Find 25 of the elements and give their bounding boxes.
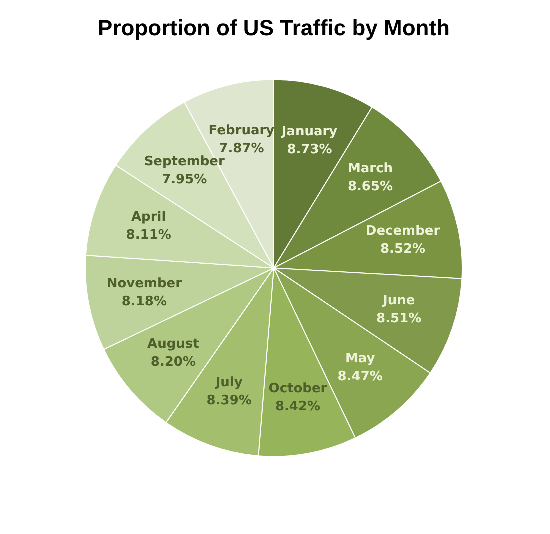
data-label: 8.52% (380, 242, 426, 257)
data-label: 8.47% (338, 369, 383, 384)
slice-label: September (144, 154, 226, 170)
data-label: 8.20% (150, 355, 196, 370)
data-label: 8.39% (206, 394, 252, 409)
slice-label: October (268, 381, 328, 396)
data-label: 8.11% (126, 228, 172, 243)
data-label: 7.95% (162, 172, 208, 188)
data-label: 8.73% (287, 142, 332, 158)
data-label: 8.51% (376, 312, 422, 327)
data-label: 7.87% (219, 142, 264, 157)
slice-label: July (214, 376, 244, 391)
slice-label: November (106, 276, 183, 292)
data-label: 8.65% (348, 180, 394, 195)
slice-label: June (382, 294, 416, 309)
slice-label: December (366, 224, 441, 239)
slice-label: August (148, 337, 200, 352)
slice-label: March (348, 162, 394, 177)
data-label: 8.18% (122, 294, 167, 310)
slice-label: February (208, 124, 276, 139)
slice-label: April (131, 210, 166, 225)
chart-title: Proportion of US Traffic by Month (98, 15, 450, 40)
slice-label: January (280, 124, 338, 140)
data-label: 8.42% (275, 399, 321, 414)
slice-label: May (345, 351, 376, 366)
